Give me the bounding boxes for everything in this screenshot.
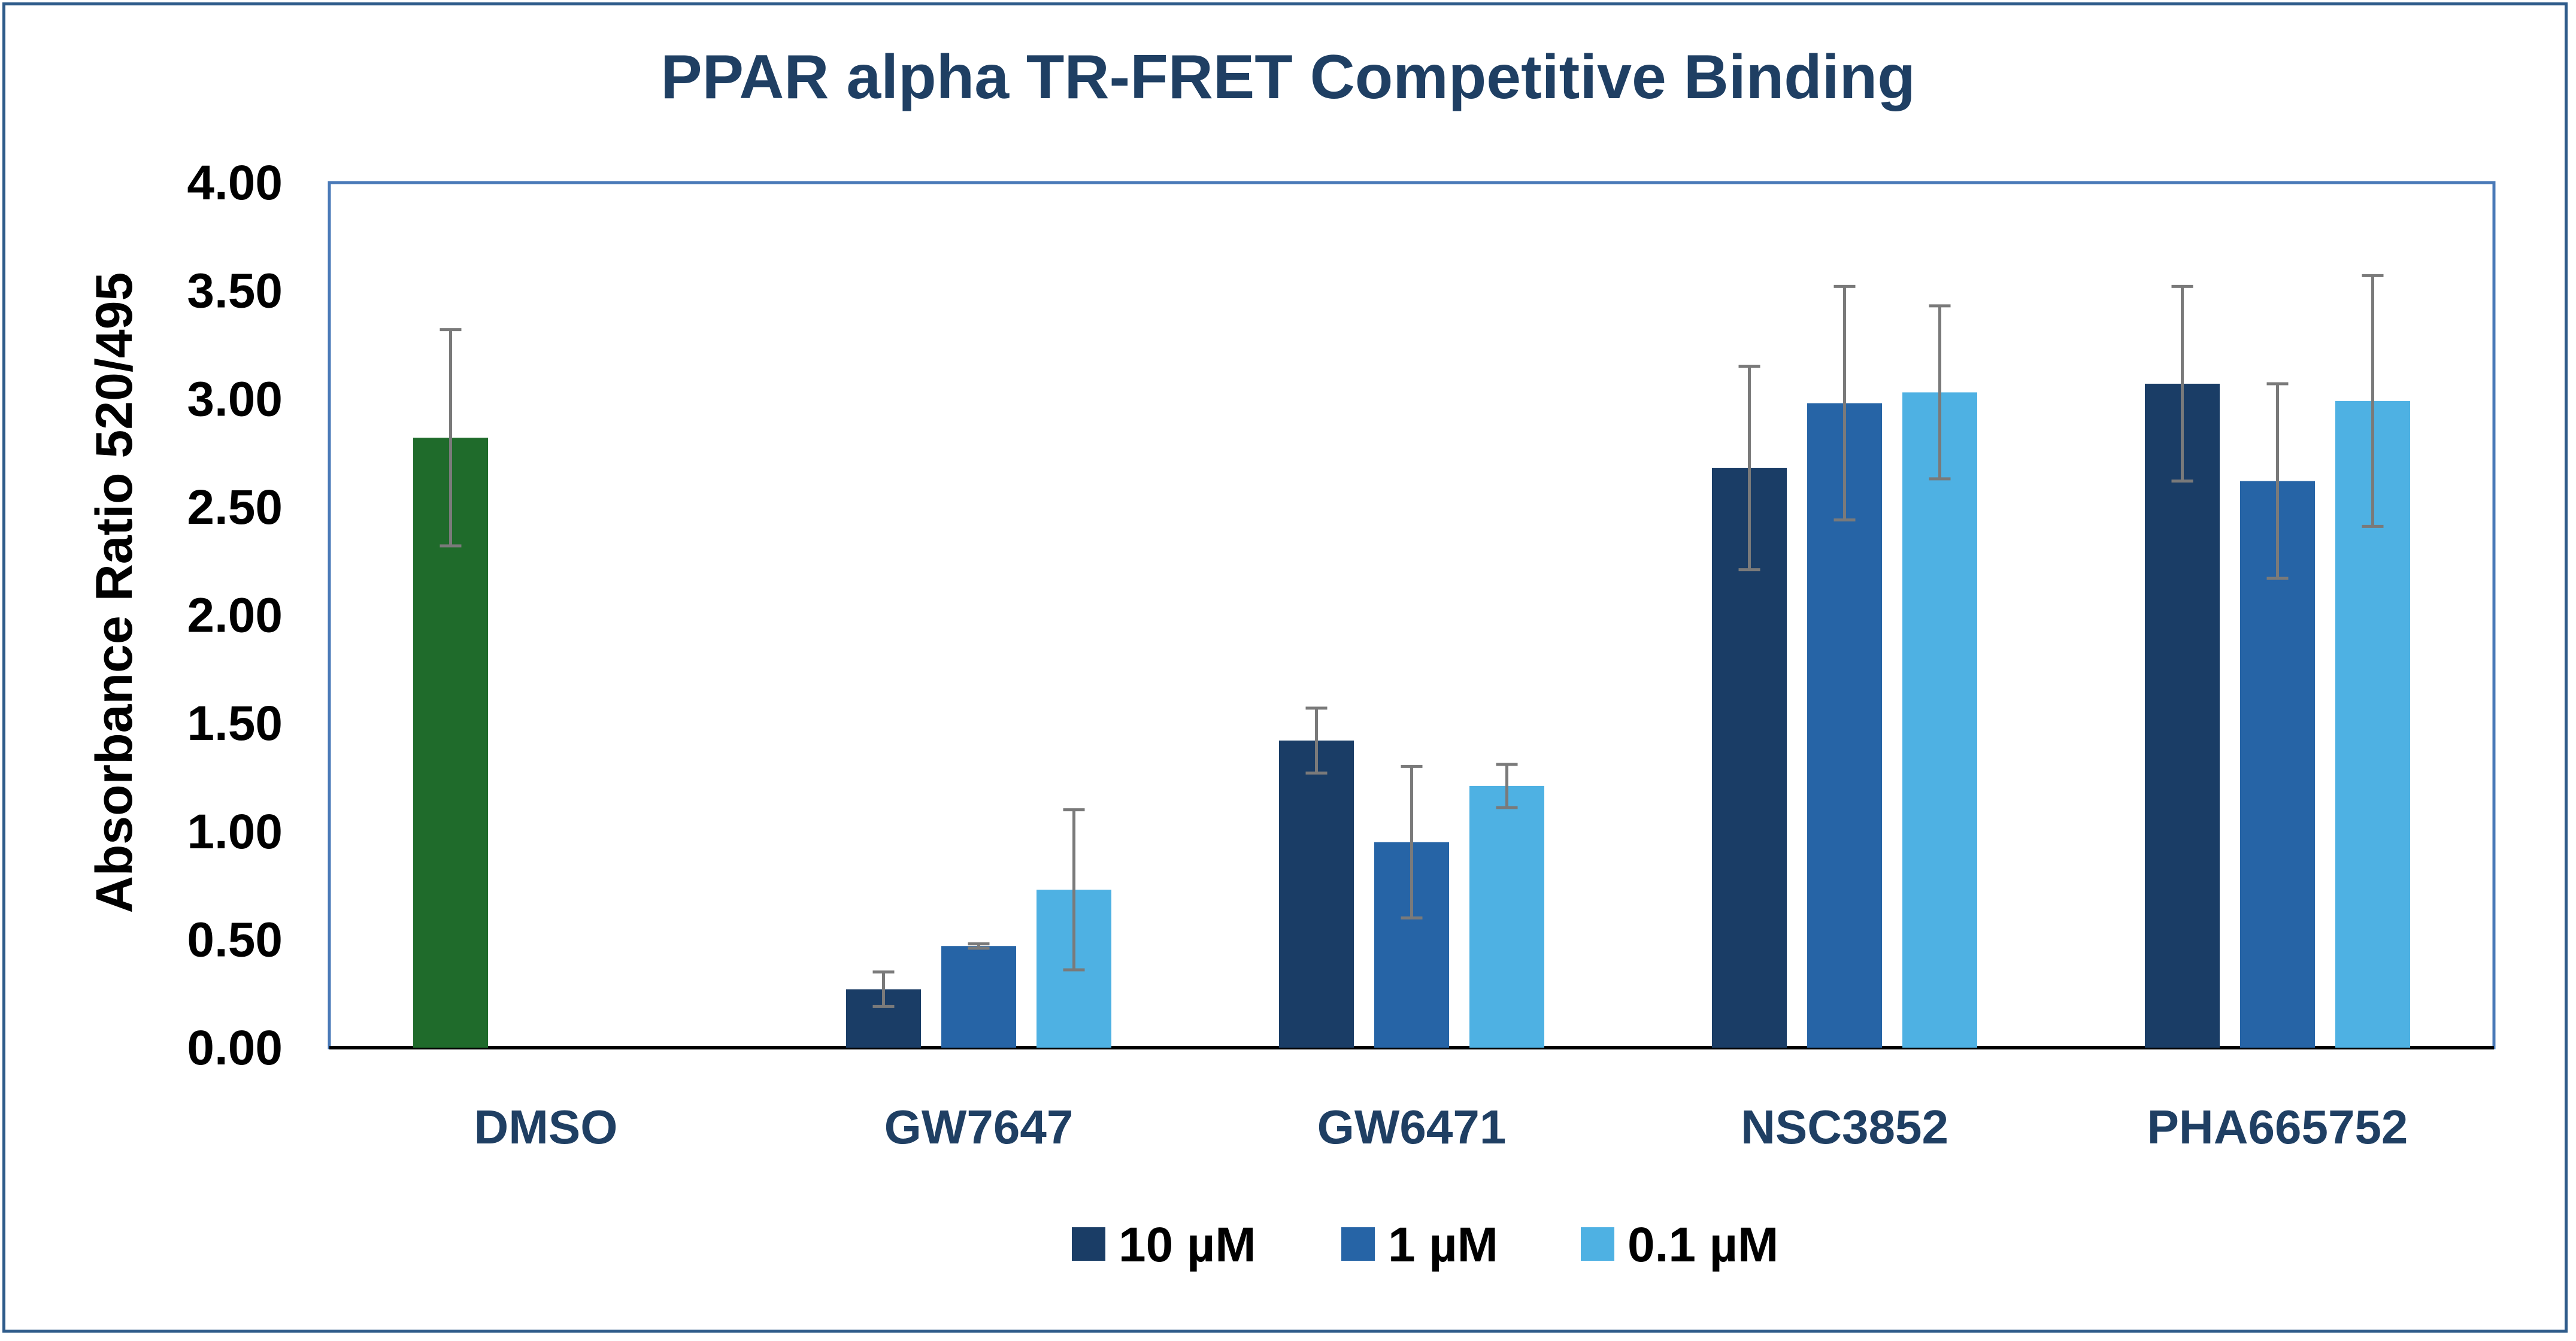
bar <box>941 946 1016 1048</box>
y-tick-label: 4.00 <box>187 156 283 210</box>
y-tick-label: 3.50 <box>187 264 283 318</box>
legend-swatch <box>1072 1227 1105 1261</box>
error-bar <box>2362 274 2384 528</box>
y-tick-label: 0.50 <box>187 912 283 967</box>
x-category-label: GW7647 <box>884 1100 1074 1154</box>
y-tick-label: 3.00 <box>187 372 283 426</box>
x-category-label: GW6471 <box>1317 1100 1507 1154</box>
error-bar <box>1401 764 1423 920</box>
error-bar <box>1929 304 1951 481</box>
x-category-label: NSC3852 <box>1741 1100 1948 1154</box>
x-category-label: PHA665752 <box>2147 1100 2408 1154</box>
bar <box>1279 741 1354 1048</box>
x-category-label: DMSO <box>474 1100 618 1154</box>
error-bar <box>440 328 462 548</box>
y-tick-label: 1.00 <box>187 805 283 859</box>
y-axis-title: Absorbance Ratio 520/495 <box>86 272 143 914</box>
y-tick-label: 0.00 <box>187 1021 283 1075</box>
error-bar <box>1738 365 1760 572</box>
error-bar <box>872 970 895 1008</box>
legend-swatch <box>1581 1227 1614 1261</box>
error-bar <box>2266 382 2289 580</box>
chart-title: PPAR alpha TR-FRET Competitive Binding <box>660 43 1916 112</box>
legend-label: 0.1 µM <box>1628 1218 1778 1272</box>
bar <box>2145 383 2220 1048</box>
error-bar <box>1496 763 1518 809</box>
y-tick-label: 1.50 <box>187 696 283 751</box>
y-tick-label: 2.50 <box>187 480 283 535</box>
bar <box>1902 392 1977 1048</box>
error-bar <box>968 942 990 950</box>
legend-label: 10 µM <box>1119 1218 1256 1272</box>
error-bar <box>2171 284 2193 483</box>
error-bar <box>1833 284 1856 522</box>
error-bar <box>1063 808 1085 972</box>
legend-swatch <box>1341 1227 1375 1261</box>
error-bar <box>1305 706 1328 775</box>
bar <box>1469 785 1544 1048</box>
legend-label: 1 µM <box>1388 1218 1498 1272</box>
y-tick-label: 2.00 <box>187 588 283 643</box>
